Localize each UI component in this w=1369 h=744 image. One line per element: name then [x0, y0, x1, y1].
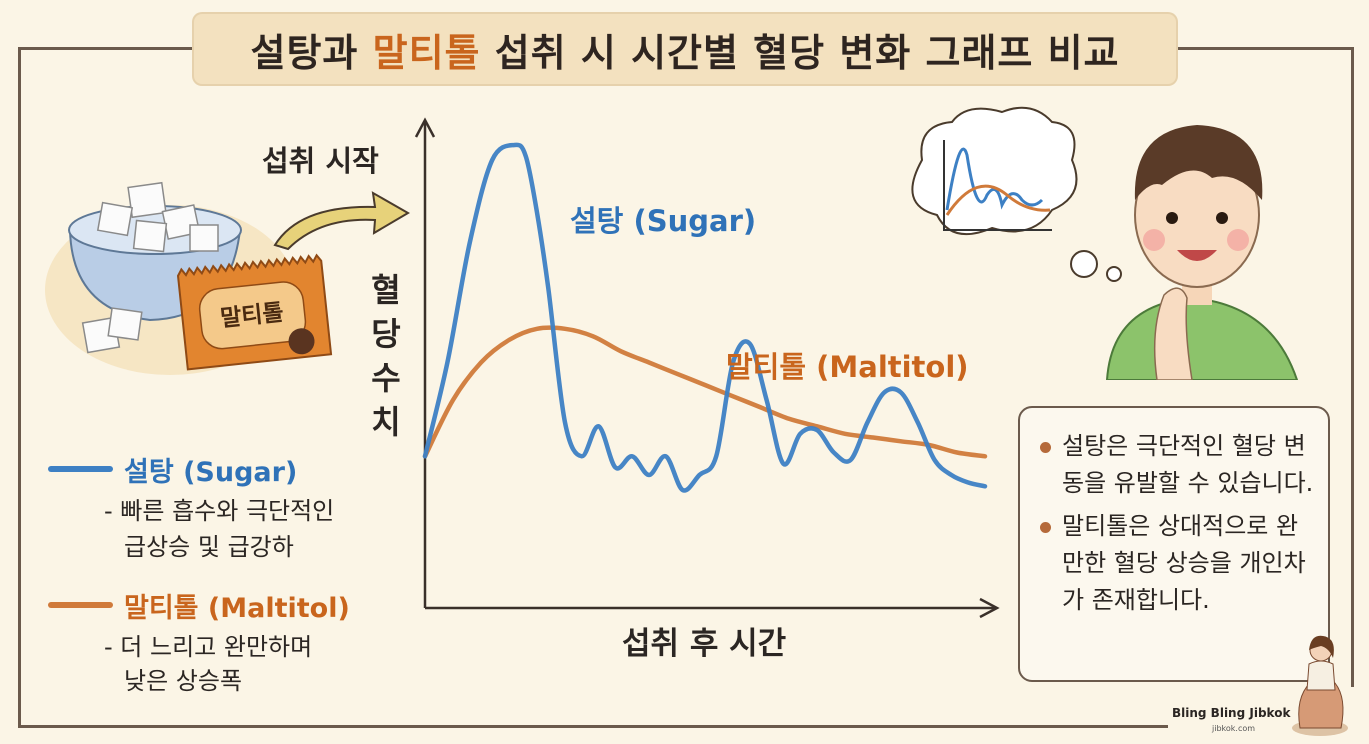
frame-top-right [1178, 47, 1354, 50]
page-title: 설탕과 말티톨 섭취 시 시간별 혈당 변화 그래프 비교 [250, 22, 1119, 77]
title-part-1: 설탕과 [250, 30, 373, 75]
y-axis-char: 치 [371, 403, 401, 441]
sugar-bowl-illustration [45, 181, 333, 375]
bullet-icon [1040, 442, 1051, 453]
x-axis-arrowhead [979, 597, 1000, 619]
brand-url: jibkok.com [1212, 724, 1256, 733]
legend-maltitol-desc-2: 낮은 상승폭 [124, 667, 243, 695]
note-text: 설탕은 극단적인 혈당 변동을 유발할 수 있습니다. [1062, 432, 1314, 497]
start-label: 섭취 시작 [262, 144, 379, 178]
frame-top-left [18, 47, 192, 50]
bullet-icon [1040, 522, 1051, 533]
brand-logo-figure [1292, 635, 1348, 736]
title-highlight: 말티톨 [372, 30, 481, 75]
legend-sugar-name: 설탕 (Sugar) [124, 457, 298, 488]
legend-maltitol-desc-1: - 더 느리고 완만하며 [104, 633, 313, 661]
legend-sugar-swatch [48, 466, 113, 472]
arrow-body [273, 191, 410, 251]
maltitol-line [422, 325, 988, 459]
legend-maltitol-name: 말티톨 (Maltitol) [124, 593, 350, 624]
frame-left [18, 47, 21, 725]
notes-box: 설탕은 극단적인 혈당 변동을 유발할 수 있습니다. 말티톨은 상대적으로 완… [1018, 406, 1330, 682]
sugar-line [422, 142, 988, 493]
y-axis-char: 혈 [371, 271, 401, 309]
person-illustration [911, 106, 1299, 380]
y-axis-arrowhead [414, 117, 436, 138]
legend-sugar-desc-1: - 빠른 흡수와 극단적인 [104, 497, 335, 525]
y-axis-label: 혈 당 수 치 [366, 268, 406, 444]
sugar-series-label: 설탕 (Sugar) [570, 204, 757, 238]
note-item: 말티톨은 상대적으로 완만한 혈당 상승을 개인차가 존재합니다. [1038, 508, 1316, 619]
brand-name: Bling Bling Jibkok [1172, 706, 1291, 720]
note-item: 설탕은 극단적인 혈당 변동을 유발할 수 있습니다. [1038, 428, 1316, 502]
legend-maltitol-swatch [48, 602, 113, 608]
y-axis-char: 수 [371, 359, 401, 397]
frame-bottom [18, 725, 1168, 728]
bubble-maltitol-curve [945, 184, 1051, 216]
start-arrow [273, 191, 410, 251]
legend-sugar-desc-2: 급상승 및 급강하 [124, 533, 294, 561]
x-axis-label: 섭취 후 시간 [622, 626, 787, 662]
frame-right [1351, 47, 1354, 687]
maltitol-series-label: 말티톨 (Maltitol) [726, 350, 969, 384]
y-axis-char: 당 [371, 315, 401, 353]
bubble-axis [943, 140, 1052, 231]
note-text: 말티톨은 상대적으로 완만한 혈당 상승을 개인차가 존재합니다. [1062, 512, 1306, 614]
person [1105, 125, 1299, 380]
sugar-cubes [81, 181, 219, 354]
title-banner: 설탕과 말티톨 섭취 시 시간별 혈당 변화 그래프 비교 [192, 12, 1178, 86]
bubble-sugar-curve [945, 147, 1044, 211]
maltitol-candy [176, 253, 333, 371]
title-part-2: 섭취 시 시간별 혈당 변화 그래프 비교 [480, 30, 1120, 75]
